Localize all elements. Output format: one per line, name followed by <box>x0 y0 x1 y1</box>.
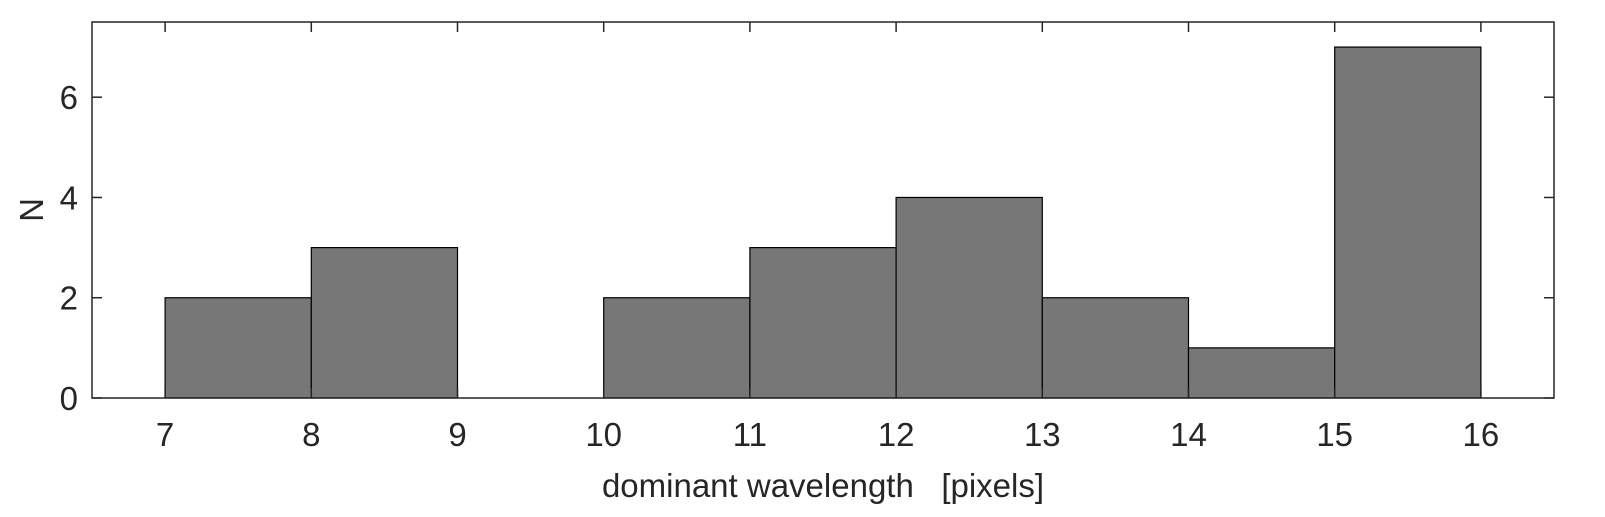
x-tick-label: 14 <box>1170 416 1207 453</box>
y-tick-label: 0 <box>60 380 78 417</box>
histogram-bar <box>310 247 459 399</box>
bars-group <box>164 46 1482 399</box>
y-axis-label: N <box>13 198 50 222</box>
histogram-bar <box>895 196 1043 399</box>
y-tick-label: 2 <box>60 280 78 317</box>
x-tick-label: 10 <box>585 416 622 453</box>
y-tick-label: 6 <box>60 79 78 116</box>
x-tick-label: 8 <box>302 416 320 453</box>
histogram-bar <box>749 247 897 399</box>
histogram-bar <box>164 297 312 399</box>
x-tick-labels: 7 8 9 10 11 12 13 14 15 16 <box>156 416 1499 453</box>
histogram-bar <box>1334 46 1482 399</box>
histogram-bar <box>603 297 751 399</box>
histogram-bar <box>1041 297 1190 399</box>
x-tick-label: 9 <box>448 416 466 453</box>
x-tick-label: 15 <box>1316 416 1353 453</box>
histogram-bar <box>1187 347 1336 399</box>
x-tick-label: 13 <box>1024 416 1061 453</box>
x-tick-label: 12 <box>878 416 915 453</box>
plot-frame <box>91 21 1555 399</box>
x-tick-label: 7 <box>156 416 174 453</box>
y-tick-labels: 0 2 4 6 <box>60 79 78 417</box>
x-axis-label: dominant wavelength [pixels] <box>602 467 1044 504</box>
x-tick-label: 16 <box>1463 416 1500 453</box>
x-tick-label: 11 <box>733 416 767 453</box>
y-tick-label: 4 <box>60 179 78 216</box>
